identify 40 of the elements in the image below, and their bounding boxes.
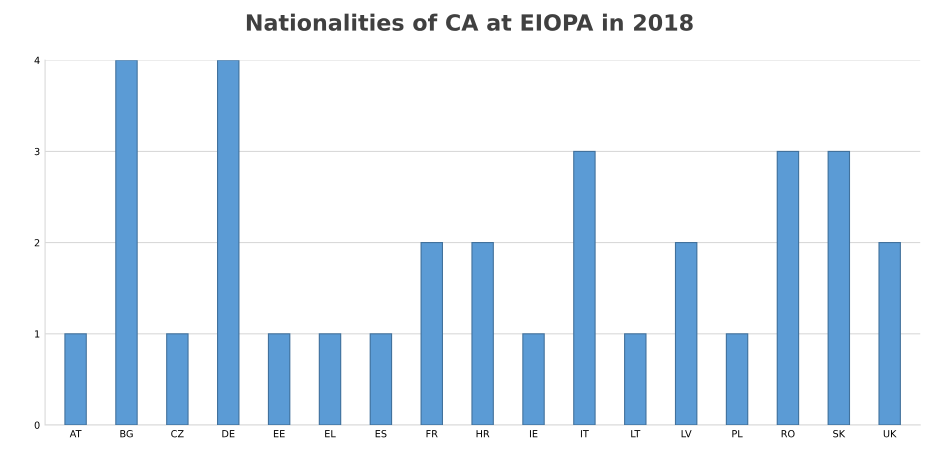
x-tick-label: IE [530, 430, 538, 438]
x-tick-label: CZ [171, 430, 184, 438]
x-tick-label: EL [325, 430, 336, 438]
y-tick-label: 0 [34, 421, 40, 429]
bar [624, 333, 647, 425]
x-tick-label: PL [732, 430, 743, 438]
x-tick-label: AT [70, 430, 82, 438]
bar [471, 242, 494, 425]
x-tick-label: SK [833, 430, 846, 438]
y-tick-label: 3 [34, 148, 40, 156]
x-tick-label: LT [631, 430, 640, 438]
chart-title: Nationalities of CA at EIOPA in 2018 [246, 14, 693, 31]
x-tick-label: LV [682, 430, 692, 438]
x-tick-label: RO [782, 430, 795, 438]
bar [166, 333, 189, 425]
bar [268, 333, 290, 425]
bar [115, 60, 138, 425]
x-tick-label: ES [376, 430, 386, 438]
x-tick-label: FR [426, 430, 438, 438]
bar [674, 242, 698, 425]
bar [878, 242, 901, 425]
x-tick-label: HR [476, 430, 490, 438]
x-tick-label: IT [580, 430, 589, 438]
x-tick-label: BG [120, 430, 133, 438]
bar [828, 150, 850, 425]
bar [726, 333, 748, 425]
x-tick-label: UK [884, 430, 897, 438]
y-tick-label: 2 [34, 239, 40, 246]
bar [573, 150, 596, 425]
bar [318, 333, 342, 425]
bar [217, 60, 240, 425]
bar [370, 333, 392, 425]
x-tick-label: DE [222, 430, 234, 438]
bar [420, 242, 444, 425]
y-tick-label: 1 [35, 330, 40, 338]
y-tick-label: 4 [34, 56, 40, 64]
x-tick-label: EE [274, 430, 285, 438]
bar [776, 150, 800, 425]
bar [64, 333, 87, 425]
bar [522, 333, 545, 425]
